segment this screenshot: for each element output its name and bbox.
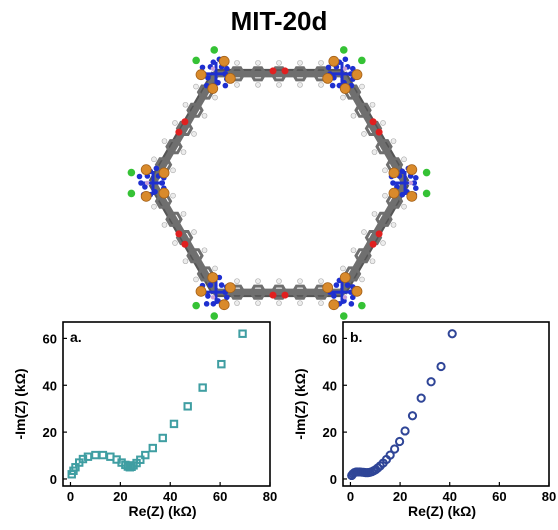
plot-frame bbox=[62, 321, 271, 487]
y-tick-label: 40 bbox=[43, 378, 57, 393]
data-point bbox=[390, 444, 400, 454]
data-point bbox=[447, 329, 457, 339]
x-tick-label: 0 bbox=[67, 489, 74, 504]
x-tick-label: 80 bbox=[263, 489, 277, 504]
x-tick-label: 60 bbox=[492, 489, 506, 504]
y-tick-label: 0 bbox=[50, 472, 57, 487]
data-point bbox=[148, 443, 157, 453]
data-point bbox=[217, 359, 226, 369]
cu-triazolate-node bbox=[192, 46, 236, 94]
x-tick-label: 80 bbox=[542, 489, 556, 504]
linker-edge bbox=[148, 179, 220, 296]
linker-edge bbox=[338, 70, 410, 187]
y-tick-label: 60 bbox=[43, 331, 57, 346]
metal-nodes bbox=[127, 46, 431, 320]
x-tick-label: 40 bbox=[163, 489, 177, 504]
data-point bbox=[169, 419, 179, 429]
linker-edge bbox=[212, 278, 346, 306]
y-tick-label: 40 bbox=[323, 378, 337, 393]
data-point bbox=[407, 411, 418, 421]
figure-title: MIT-20d bbox=[230, 6, 328, 36]
data-point bbox=[400, 426, 410, 436]
data-point bbox=[98, 450, 108, 460]
data-point bbox=[416, 393, 426, 403]
x-tick-label: 20 bbox=[113, 489, 127, 504]
cu-triazolate-node bbox=[322, 46, 366, 94]
x-axis-label: Re(Z) (kΩ) bbox=[129, 503, 197, 519]
linker-edge bbox=[338, 179, 410, 296]
cu-triazolate-node bbox=[192, 272, 236, 320]
data-point bbox=[158, 433, 167, 443]
y-tick-label: 20 bbox=[43, 425, 57, 440]
panel-label: a. bbox=[70, 329, 82, 345]
data-point bbox=[141, 450, 150, 460]
cu-triazolate-node bbox=[322, 272, 366, 320]
linker-edge bbox=[148, 70, 220, 187]
data-point bbox=[426, 377, 436, 387]
data-point bbox=[436, 361, 446, 372]
data-point bbox=[238, 329, 247, 338]
framework-linkers bbox=[148, 60, 410, 306]
nyquist-plot-b: 0 20 40 60 80 0 20 40 60 Re(Z) (kΩ) -Im(Z) (kΩ) b. bbox=[292, 321, 556, 519]
y-tick-label: 60 bbox=[323, 331, 337, 346]
panel-label: b. bbox=[350, 329, 362, 345]
x-tick-label: 60 bbox=[213, 489, 227, 504]
x-tick-label: 40 bbox=[442, 489, 456, 504]
y-tick-label: 0 bbox=[330, 472, 337, 487]
x-tick-label: 0 bbox=[347, 489, 354, 504]
data-point bbox=[136, 455, 145, 464]
y-axis-label: -Im(Z) (kΩ) bbox=[292, 368, 308, 439]
cu-triazolate-node bbox=[388, 164, 431, 202]
plot-frame bbox=[342, 321, 550, 487]
y-axis-label: -Im(Z) (kΩ) bbox=[12, 368, 28, 439]
x-tick-label: 20 bbox=[393, 489, 407, 504]
data-point bbox=[183, 402, 192, 411]
y-tick-label: 20 bbox=[323, 425, 337, 440]
data-point bbox=[83, 452, 93, 461]
data-point bbox=[91, 450, 100, 460]
nyquist-plot-a: 0 20 40 60 80 0 20 40 60 Re(Z) (kΩ) -Im(Z) (kΩ) a. bbox=[12, 321, 277, 519]
data-point bbox=[198, 383, 207, 392]
data-point bbox=[385, 450, 395, 460]
x-axis-label: Re(Z) (kΩ) bbox=[408, 503, 476, 519]
cu-triazolate-node bbox=[127, 164, 170, 202]
data-point bbox=[394, 436, 405, 447]
